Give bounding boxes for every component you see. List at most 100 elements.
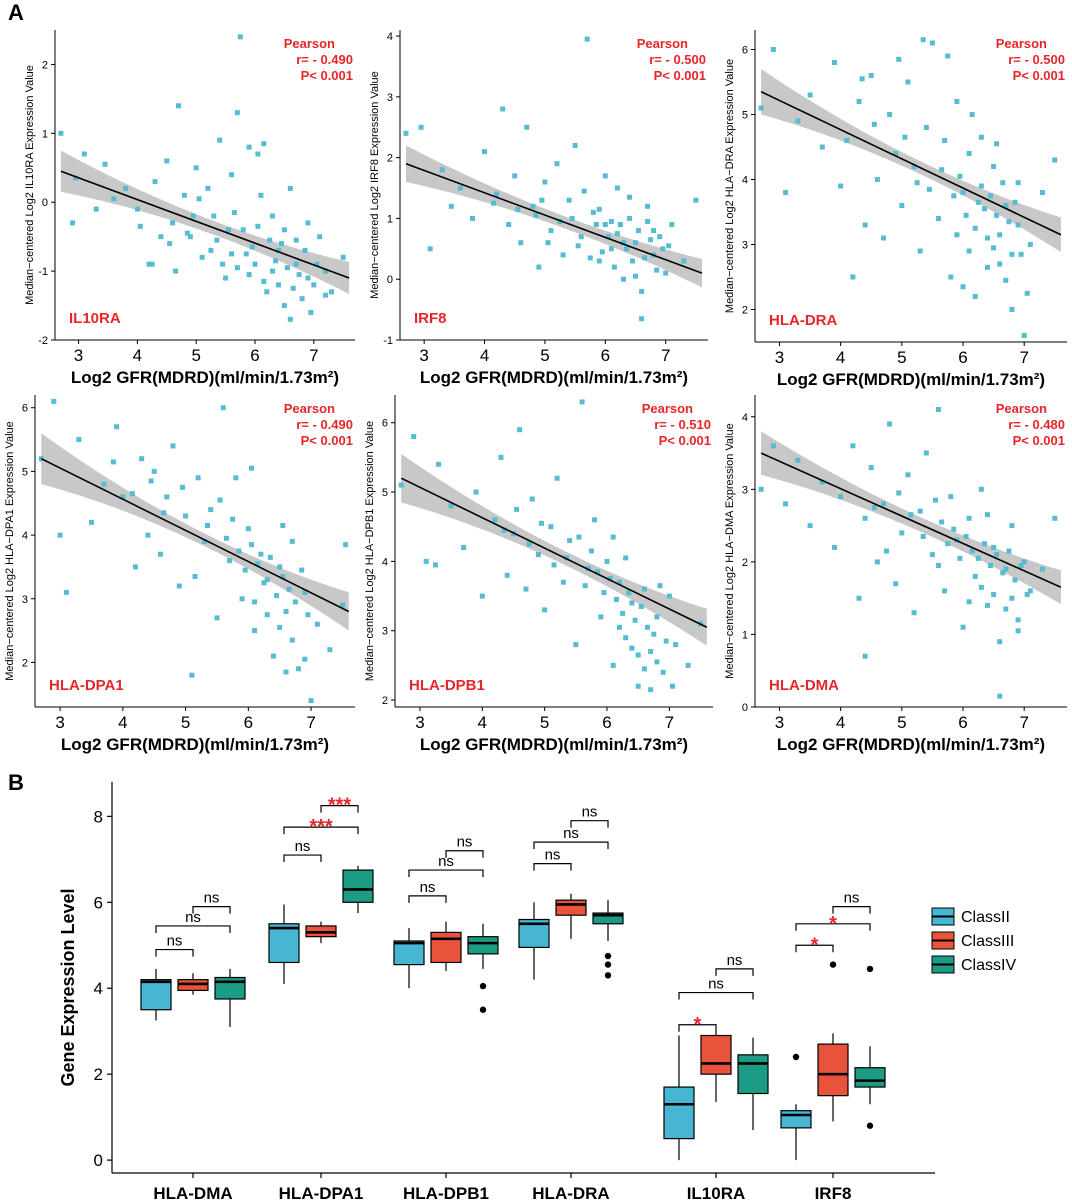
scatter-point [293, 237, 299, 243]
scatter-point [978, 584, 984, 590]
significance-label: ns [457, 834, 473, 851]
scatter-point [633, 240, 638, 246]
significance-bracket: ns [445, 834, 484, 858]
scatter-point [1015, 180, 1021, 186]
stat-p-value: P< 0.001 [301, 433, 353, 448]
y-axis-label: Median−centered Log2 HLA−DPA1 Expression… [4, 421, 16, 680]
scatter-point [114, 424, 120, 430]
scatter-point [231, 210, 237, 216]
gene-label: IRF8 [414, 310, 447, 327]
x-tick-label: 5 [897, 348, 906, 367]
bracket-line [678, 991, 754, 1000]
x-tick-label: 3 [775, 348, 784, 367]
scatter-point [184, 230, 190, 236]
scatter-point [874, 177, 880, 182]
scatter-point [279, 241, 284, 247]
x-tick-label: 6 [602, 713, 611, 732]
scatter-point [506, 222, 512, 227]
scatter-point [281, 303, 287, 309]
scatter-point [868, 73, 874, 78]
scatter-point [960, 190, 966, 195]
scatter-point [669, 222, 675, 227]
scatter-point [199, 254, 205, 260]
scatter-point [551, 562, 557, 568]
scatter-point [1003, 566, 1009, 572]
scatter-point [626, 590, 632, 596]
scatter-point [1006, 219, 1012, 225]
scatter-point [158, 551, 163, 557]
scatter-point [427, 246, 433, 252]
scatter-point [663, 638, 669, 644]
bracket-line [570, 820, 609, 828]
scatter-point [991, 544, 997, 550]
x-axis-label: Log2 GFR(MDRD)(ml/min/1.73m²) [420, 735, 688, 754]
significance-bracket: ns [408, 879, 447, 903]
y-tick-label: 4 [382, 556, 388, 568]
scatter-point [868, 465, 874, 471]
outlier-point [604, 972, 612, 979]
scatter-point [180, 484, 185, 490]
box-classii [663, 1035, 695, 1161]
scatter-point [621, 240, 626, 246]
scatter-point [111, 196, 117, 202]
box-body [140, 979, 172, 1011]
scatter-point [264, 612, 270, 618]
scatter-point [972, 225, 978, 231]
scatter-point [81, 151, 87, 157]
scatter-point [261, 278, 267, 284]
box-group-il10ra: IL10RA [663, 1031, 769, 1202]
significance-label: * [811, 934, 819, 956]
scatter-point [896, 56, 902, 62]
scatter-point [627, 194, 632, 200]
y-tick-label: -1 [383, 335, 393, 347]
scatter-point [223, 275, 229, 281]
scatter-point [951, 526, 957, 532]
scatter-point [277, 624, 283, 630]
bracket-line [445, 850, 484, 858]
scatter-point [957, 173, 963, 179]
scatter-point [214, 615, 220, 621]
scatter-point [923, 450, 929, 456]
significance-label: *** [328, 795, 352, 817]
scatter-point [299, 567, 305, 573]
scatter-point [439, 167, 445, 173]
scatter-point [514, 506, 520, 512]
scatter-point [93, 206, 99, 212]
scatter-point [560, 579, 566, 585]
scatter-point [939, 519, 945, 525]
scatter-point [693, 197, 699, 203]
x-tick-label: HLA-DMA [153, 1184, 232, 1202]
scatter-point [530, 203, 536, 209]
scatter-point [190, 213, 196, 219]
y-axis-label: Median−centered Log2 IRF8 Expression Val… [369, 71, 381, 299]
scatter-point [264, 577, 270, 583]
scatter-point [579, 399, 585, 405]
scatter-point [164, 494, 170, 500]
significance-label: ns [582, 804, 598, 821]
scatter-point [832, 60, 837, 65]
box-classii [268, 904, 300, 984]
significance-bracket: * [795, 913, 871, 935]
scatter-point [642, 255, 648, 261]
scatter-point [663, 270, 669, 276]
scatter-point [501, 527, 507, 533]
scatter-point [969, 548, 975, 554]
y-axis-label: Median−centered Log2 HLA−DMA Expression … [724, 423, 736, 678]
scatter-point [899, 530, 905, 536]
scatter-point [884, 548, 889, 554]
scatter-point [954, 232, 960, 238]
scatter-point [123, 185, 129, 191]
scatter-point [189, 672, 195, 678]
scatter-point [611, 264, 617, 270]
scatter-point [287, 185, 293, 191]
box-body [737, 1054, 769, 1095]
scatter-point [859, 76, 865, 82]
x-tick-label: 4 [118, 713, 127, 732]
scatter-point [608, 246, 614, 252]
scatter-point [648, 649, 654, 654]
scatter-point [277, 564, 283, 570]
scatter-point [576, 534, 582, 540]
scatter-point [902, 134, 908, 140]
scatter-point [648, 237, 654, 243]
scatter-point [1052, 157, 1058, 163]
